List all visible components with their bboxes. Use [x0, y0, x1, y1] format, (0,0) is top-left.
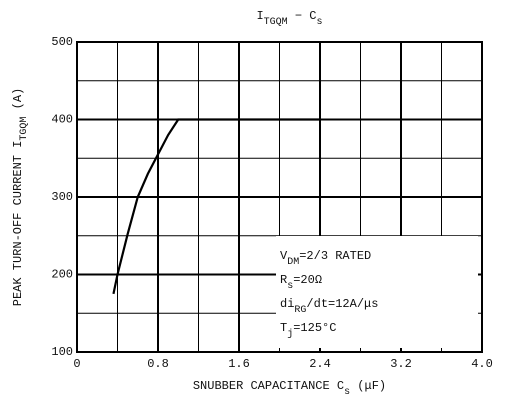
x-tick-label: 2.4 [309, 357, 331, 371]
y-tick-label: 500 [51, 35, 73, 49]
annotation-part: DM [287, 257, 299, 268]
y-axis-label-part: PEAK TURN-OFF CURRENT I [11, 141, 25, 307]
annotation-part: RG [294, 305, 306, 316]
annotation-part: T [280, 321, 287, 335]
y-tick-label: 100 [51, 345, 73, 359]
x-tick-label: 0 [73, 357, 80, 371]
x-axis-label-part: SNUBBER CAPACITANCE C [193, 379, 344, 393]
chart-title-part: I [256, 9, 263, 23]
annotation-part: =125°C [293, 321, 336, 335]
annotation-part: s [287, 281, 293, 292]
chart-title-part: s [317, 17, 323, 28]
annotation-part: V [280, 249, 288, 263]
annotation-box [276, 236, 478, 348]
x-axis-label-part: (μF) [350, 379, 386, 393]
chart-title-part: TGQM [264, 17, 288, 28]
annotation-part: /dt=12A/μs [306, 297, 378, 311]
x-tick-label: 1.6 [228, 357, 250, 371]
plot-frame [76, 41, 483, 353]
annotation-part: j [287, 328, 293, 340]
x-tick-label: 3.2 [390, 357, 412, 371]
annotation-part: di [280, 297, 294, 311]
y-axis-label: PEAK TURN-OFF CURRENT ITGQM (A) [11, 88, 30, 306]
x-tick-label: 4.0 [471, 357, 493, 371]
annotation-part: R [280, 273, 287, 287]
annotation: Rs=20Ω [280, 273, 322, 292]
annotation: diRG/dt=12A/μs [280, 297, 378, 316]
chart-title-part: − C [288, 9, 317, 23]
annotation: Tj=125°C [280, 321, 336, 340]
y-tick-label: 400 [51, 113, 73, 127]
y-axis-label-part: (A) [11, 88, 25, 117]
x-axis-label: SNUBBER CAPACITANCE Cs (μF) [193, 379, 386, 398]
annotation-part: =2/3 RATED [299, 249, 371, 263]
x-axis-label-part: s [344, 387, 350, 398]
y-tick-label: 300 [51, 190, 73, 204]
series-line [112, 118, 320, 295]
y-axis-label-part: TGQM [19, 117, 30, 141]
annotation: VDM=2/3 RATED [280, 249, 371, 268]
y-tick-label: 200 [51, 268, 73, 282]
x-tick-label: 0.8 [147, 357, 169, 371]
annotation-part: =20Ω [293, 273, 322, 287]
chart-title: ITGQM − Cs [256, 9, 322, 28]
